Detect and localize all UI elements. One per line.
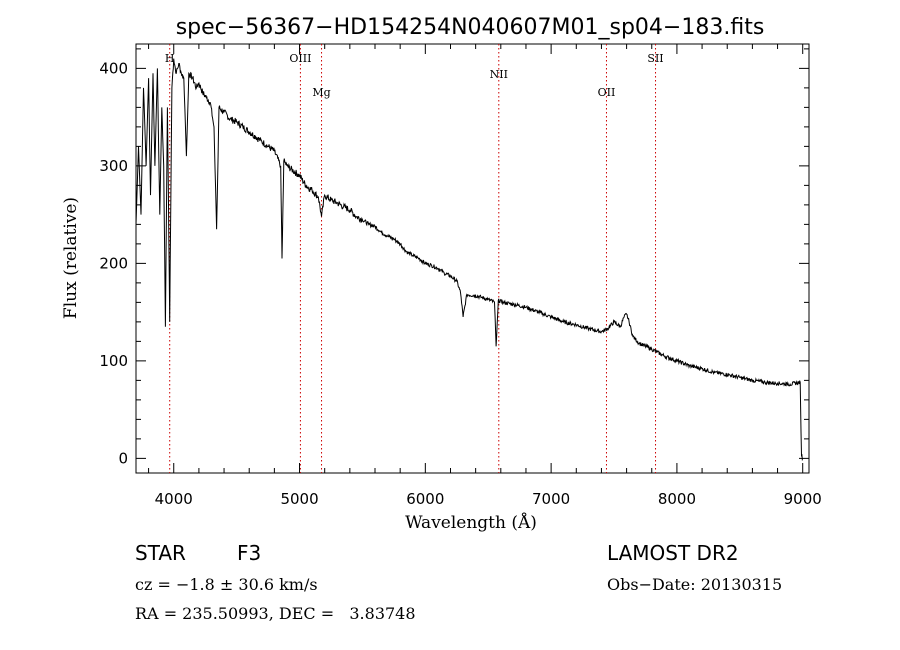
y-tick-label-0: 0 <box>118 449 128 467</box>
marker-label-5: SII <box>647 52 663 65</box>
x-tick-label-1: 5000 <box>280 490 318 508</box>
y-tick-label-4: 400 <box>99 59 128 77</box>
object-class: STAR <box>135 541 186 565</box>
spectral-line-markers: H OIII Mg NII OII SII <box>165 44 664 473</box>
marker-label-0: H <box>165 52 175 65</box>
y-axis-label: Flux (relative) <box>61 197 81 319</box>
y-tick-label-3: 300 <box>99 157 128 175</box>
chart-title: spec−56367−HD154254N040607M01_sp04−183.f… <box>176 15 765 40</box>
ra-dec-coordinates: RA = 235.50993, DEC = 3.83748 <box>135 604 416 623</box>
y-tick-label-1: 100 <box>99 352 128 370</box>
spectrum-line <box>135 58 804 462</box>
marker-label-2: Mg <box>312 86 330 99</box>
x-tick-label-4: 8000 <box>658 490 696 508</box>
survey-name: LAMOST DR2 <box>607 541 739 565</box>
redshift-velocity: cz = −1.8 ± 30.6 km/s <box>135 575 318 594</box>
object-subclass: F3 <box>237 541 262 565</box>
plot-frame <box>135 43 810 474</box>
marker-label-3: NII <box>490 68 508 81</box>
x-tick-label-0: 4000 <box>155 490 193 508</box>
y-tick-label-2: 200 <box>99 254 128 272</box>
marker-label-4: OII <box>598 86 616 99</box>
x-axis-label: Wavelength (Å) <box>405 512 537 533</box>
x-tick-label-2: 6000 <box>406 490 444 508</box>
axis-ticks: 4000 5000 6000 7000 8000 9000 0 100 200 300 400 <box>99 44 822 508</box>
x-tick-label-5: 9000 <box>784 490 822 508</box>
marker-label-1: OIII <box>289 52 311 65</box>
x-tick-label-3: 7000 <box>532 490 570 508</box>
observation-date: Obs−Date: 20130315 <box>607 575 783 594</box>
